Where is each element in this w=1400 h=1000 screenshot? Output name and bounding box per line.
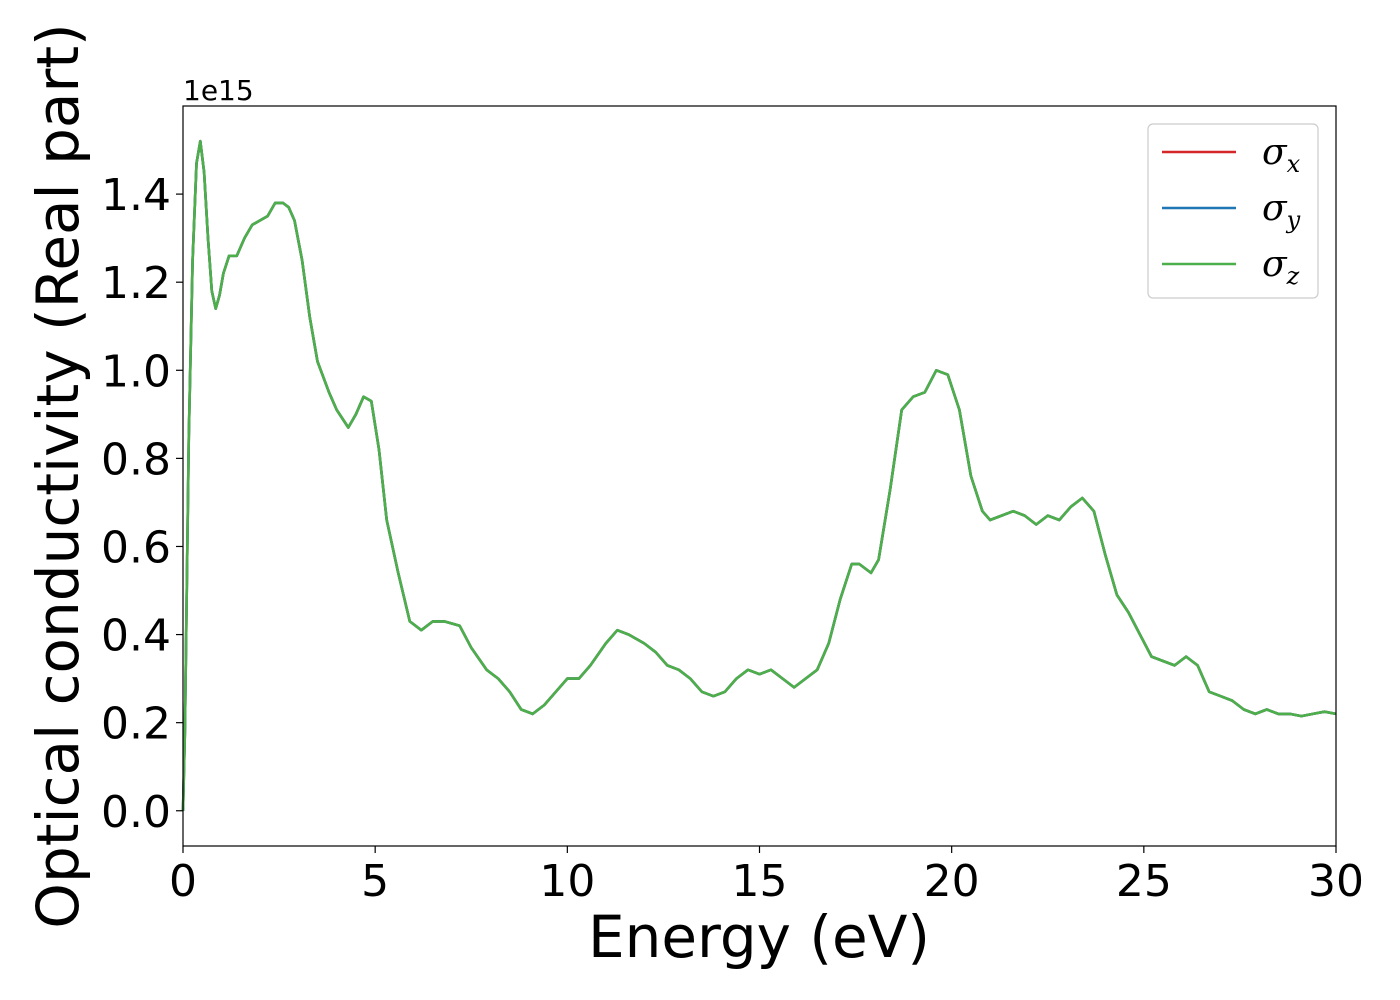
legend-subscript: y	[1286, 206, 1301, 234]
x-axis-label: Energy (eV)	[588, 903, 930, 971]
plot-background	[183, 106, 1336, 846]
legend-label-sigma-y: σy	[1262, 188, 1301, 234]
y-tick-label: 0.4	[101, 611, 171, 662]
legend-subscript: x	[1287, 150, 1301, 178]
legend-label-sigma-x: σx	[1262, 132, 1301, 178]
series-line-sigma-z	[181, 139, 1337, 811]
y-axis-label: Optical conductivity (Real part)	[24, 23, 92, 928]
x-axis-ticks: 0 5 10 15 20 25 30	[169, 846, 1364, 907]
y-tick-label: 0.8	[101, 434, 171, 485]
y-tick-label: 0.6	[101, 522, 171, 573]
series-lines	[181, 139, 1337, 811]
legend-frame	[1147, 123, 1319, 299]
y-tick-label: 1.2	[101, 258, 171, 309]
legend-symbol: σ	[1262, 188, 1288, 229]
y-offset-text: 1e15	[183, 74, 254, 107]
y-tick-label: 0.2	[101, 699, 171, 750]
x-tick-label: 5	[361, 856, 389, 907]
legend-label-sigma-z: σz	[1262, 244, 1300, 290]
legend-subscript: z	[1286, 262, 1300, 290]
y-tick-label: 1.4	[101, 170, 171, 221]
x-tick-label: 10	[539, 856, 595, 907]
y-axis-ticks: 0.0 0.2 0.4 0.6 0.8 1.0 1.2 1.4	[101, 170, 183, 838]
legend-symbol: σ	[1262, 244, 1288, 285]
x-tick-label: 20	[924, 856, 980, 907]
x-tick-label: 30	[1308, 856, 1364, 907]
x-tick-label: 25	[1116, 856, 1172, 907]
y-tick-label: 0.0	[101, 787, 171, 838]
legend-symbol: σ	[1262, 132, 1288, 173]
x-tick-label: 0	[169, 856, 197, 907]
y-tick-label: 1.0	[101, 346, 171, 397]
x-tick-label: 15	[732, 856, 788, 907]
